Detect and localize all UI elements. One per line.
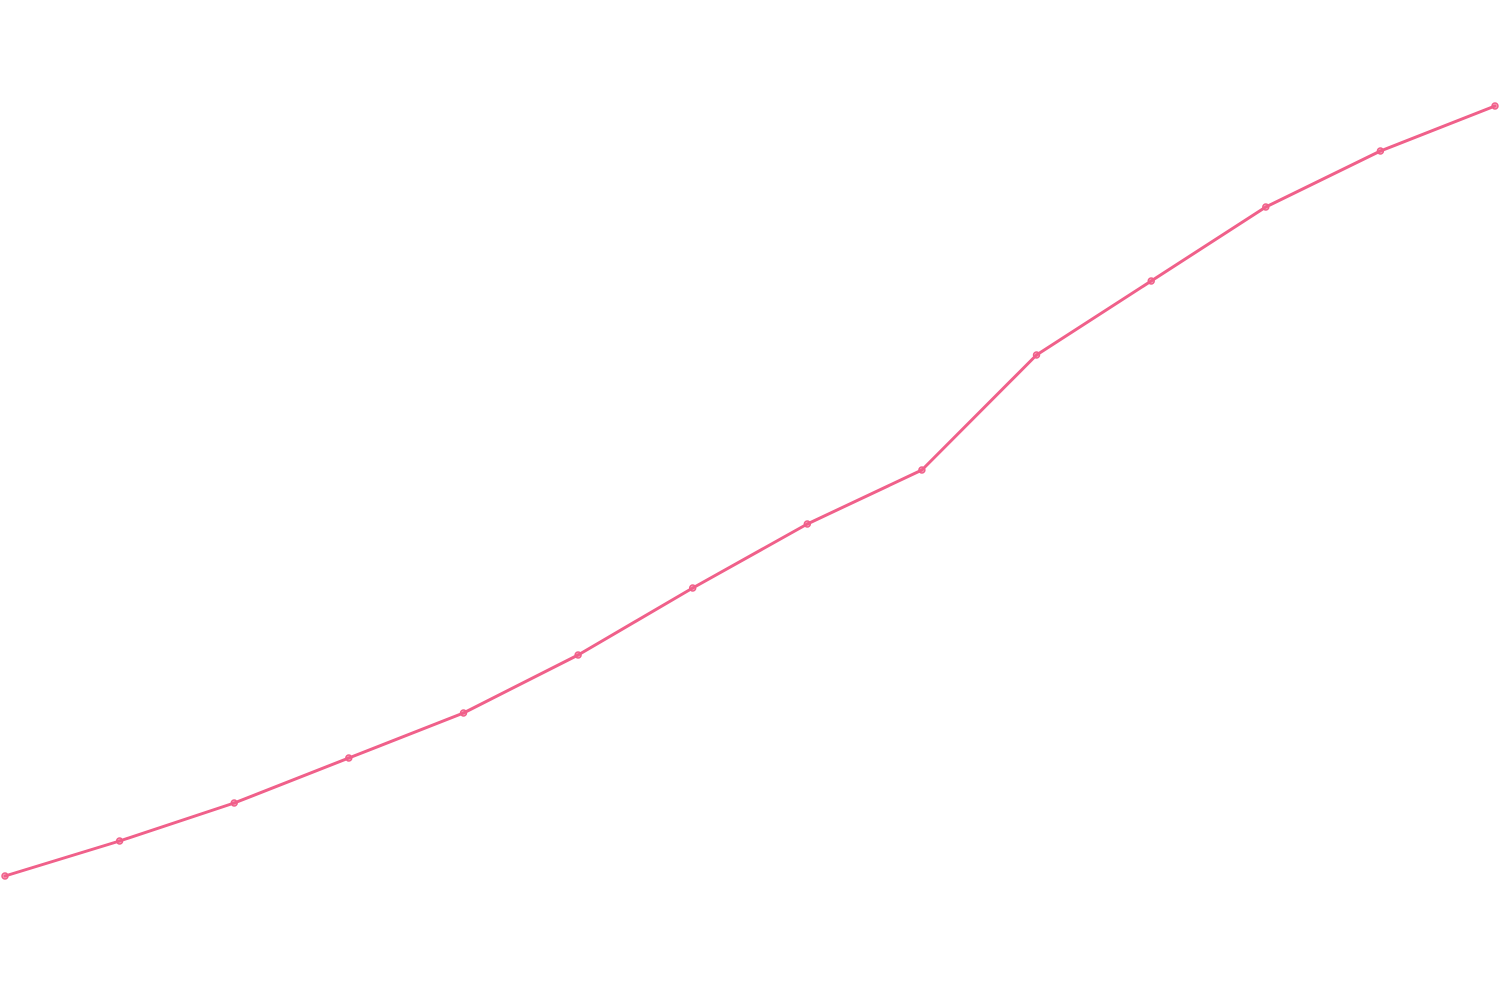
data-point-2[interactable] [230, 799, 238, 807]
data-point-6[interactable] [688, 584, 697, 592]
data-point-7[interactable] [803, 520, 812, 528]
data-point-12[interactable] [1376, 147, 1385, 155]
data-point-8[interactable] [918, 466, 926, 474]
series-line-0 [3, 104, 1497, 878]
data-point-11[interactable] [1262, 203, 1270, 211]
data-point-1[interactable] [115, 837, 124, 845]
points-layer [1, 102, 1499, 880]
data-point-0[interactable] [1, 872, 9, 880]
series-layer [3, 104, 1497, 878]
data-point-13[interactable] [1491, 102, 1499, 110]
data-point-3[interactable] [345, 754, 353, 762]
data-point-4[interactable] [459, 709, 468, 717]
data-point-10[interactable] [1147, 277, 1155, 285]
data-point-9[interactable] [1032, 351, 1041, 359]
data-point-5[interactable] [574, 651, 582, 659]
